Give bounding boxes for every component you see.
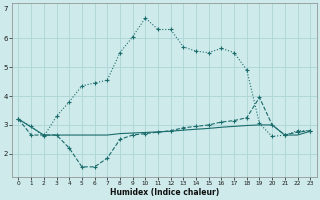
X-axis label: Humidex (Indice chaleur): Humidex (Indice chaleur) xyxy=(110,188,219,197)
Text: 7: 7 xyxy=(4,6,8,12)
